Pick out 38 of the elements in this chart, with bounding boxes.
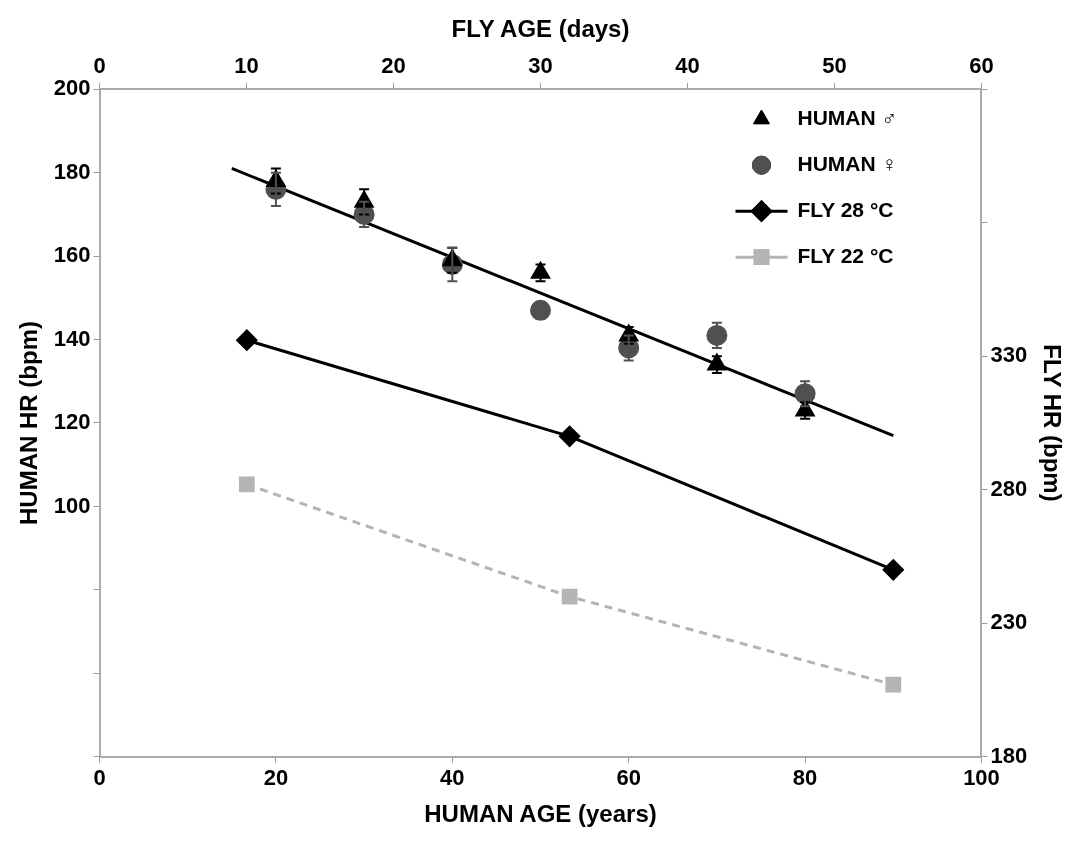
legend-label: HUMAN ♀ [797,152,898,175]
x2-tick-label: 0 [93,53,106,79]
point [238,476,255,493]
point [885,676,902,693]
y-tick-label: 140 [53,325,91,351]
y-tick-label: 180 [53,158,91,184]
x2-tick-label: 30 [528,53,553,79]
y2-tick-label: 230 [990,609,1028,635]
x2-axis-title: FLY AGE (days) [451,15,630,43]
y-tick-label: 160 [53,242,91,268]
y2-tick-label: 280 [990,475,1028,501]
x-tick-label: 60 [616,765,641,791]
y2-tick-label: 180 [990,742,1028,768]
x2-tick-label: 10 [234,53,259,79]
x-tick-label: 0 [93,765,106,791]
x2-tick-label: 50 [822,53,847,79]
y-tick-label: 200 [53,75,91,101]
y-tick-label: 100 [53,492,91,518]
point [561,588,578,605]
y-tick-label: 120 [53,409,91,435]
point [236,329,258,351]
point [882,559,904,581]
legend-label: FLY 22 °C [797,244,894,267]
y-axis-title: HUMAN HR (bpm) [15,321,43,525]
x-tick-label: 100 [963,765,1000,791]
point [707,354,727,371]
x-axis-title: HUMAN AGE (years) [424,800,657,828]
x2-tick-label: 40 [675,53,700,79]
y2-axis-title: FLY HR (bpm) [1038,344,1066,502]
legend-label: FLY 28 °C [797,198,894,221]
point [559,425,581,447]
y2-tick-label: 330 [990,342,1028,368]
x-tick-label: 40 [440,765,465,791]
legend-label: HUMAN ♂ [797,106,898,129]
x-tick-label: 80 [792,765,818,791]
x2-tick-label: 20 [381,53,406,79]
x2-tick-label: 60 [969,53,994,79]
x-tick-label: 20 [263,765,289,791]
